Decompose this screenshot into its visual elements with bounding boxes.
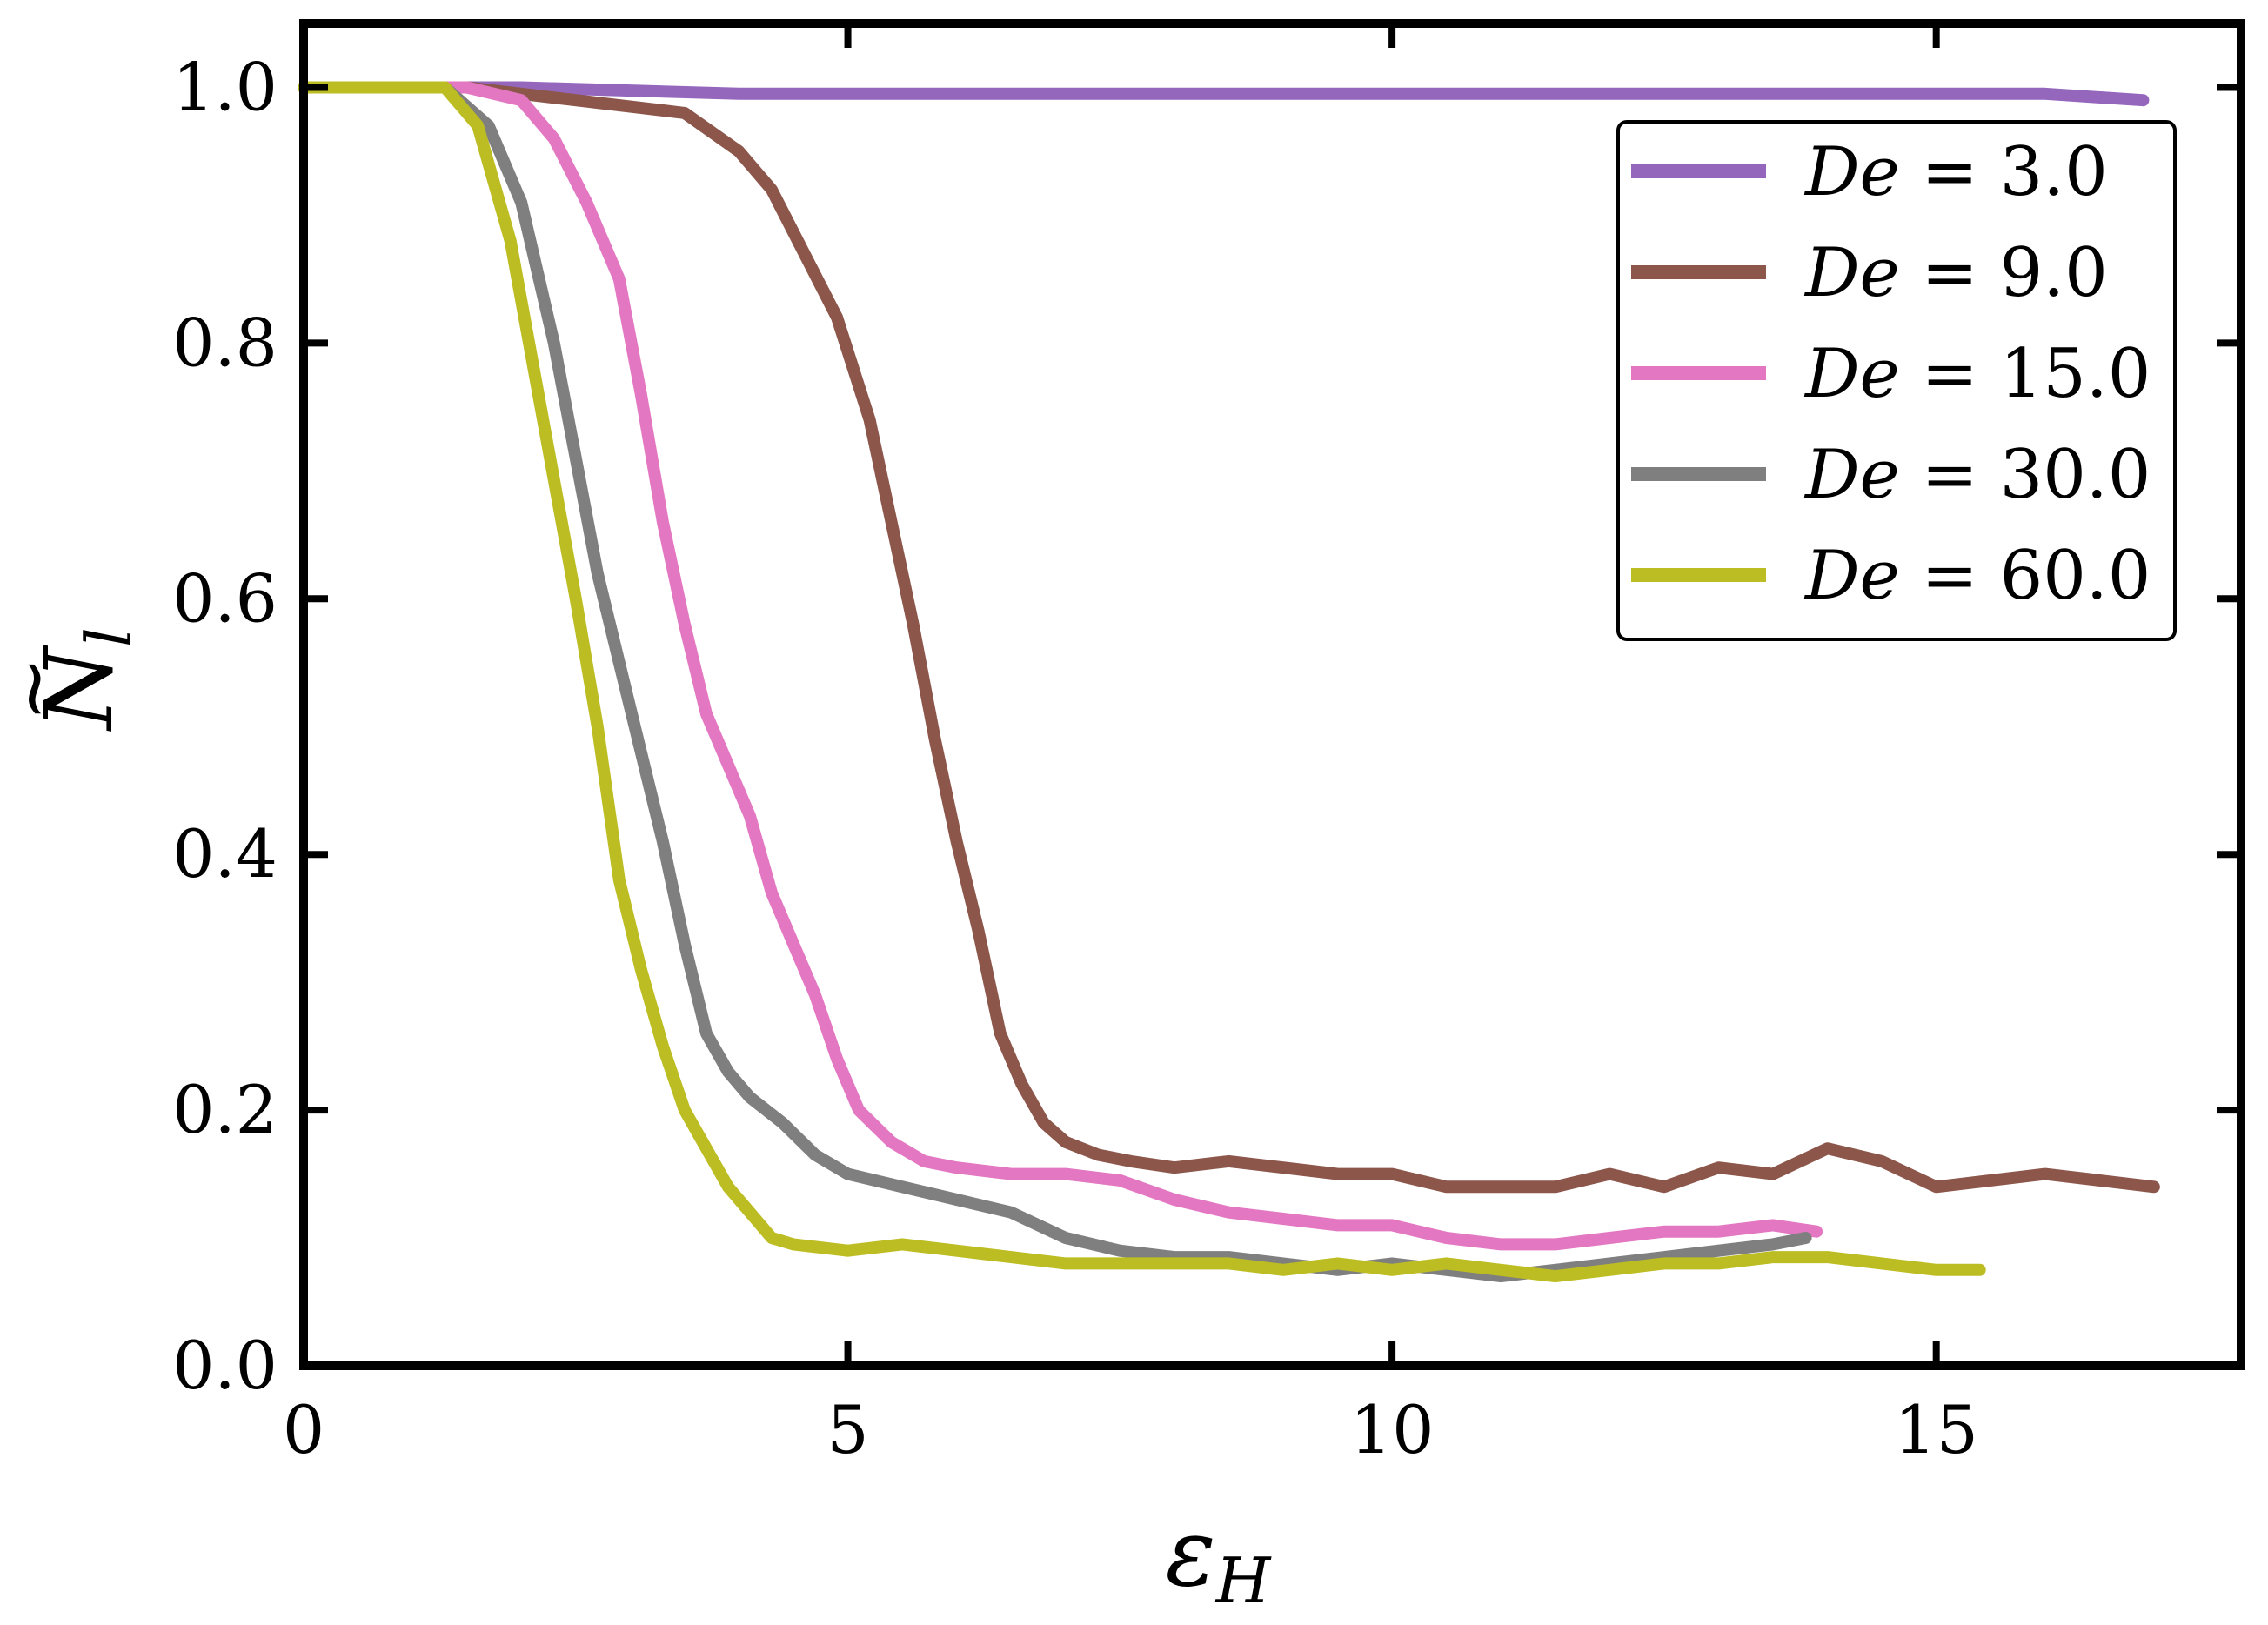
legend-label-param: De — [1803, 133, 1900, 211]
series-line-3 — [298, 81, 1812, 1283]
plot-frame — [299, 19, 2245, 1370]
legend-label-param: De — [1803, 335, 1900, 413]
ticks-layer: 0 5 10 15 0.0 0.2 0.4 0.6 0.8 1.0 — [172, 23, 2241, 1468]
legend-label-value: 15.0 — [2000, 335, 2151, 413]
legend-label-value: 60.0 — [2000, 537, 2151, 615]
x-axis-title: εH — [1166, 1499, 1272, 1617]
y-tick-label: 0.0 — [172, 1327, 278, 1404]
legend-label-0: De = 3.0 — [1803, 133, 2108, 211]
legend-box — [1616, 120, 2177, 641]
y-axis-title: Nl ~ — [0, 627, 145, 732]
x-tick-label: 15 — [1894, 1391, 1978, 1468]
svg-text:Nl: Nl — [25, 627, 145, 732]
legend-label-value: 9.0 — [2000, 234, 2108, 312]
y-axis-title-subscript: l — [72, 627, 145, 647]
legend-label-eq: = — [1900, 537, 2000, 615]
legend-label-value: 30.0 — [2000, 436, 2151, 514]
legend-label-3: De = 30.0 — [1803, 436, 2151, 514]
legend-label-param: De — [1803, 537, 1900, 615]
series-line-2 — [298, 81, 1823, 1251]
legend-label-eq: = — [1900, 335, 2000, 413]
legend-label-value: 3.0 — [2000, 133, 2108, 211]
x-tick-label: 10 — [1350, 1391, 1435, 1468]
y-axis-title-symbol: N — [25, 645, 134, 732]
legend-label-param: De — [1803, 234, 1900, 312]
x-axis-title-subscript: H — [1214, 1544, 1272, 1617]
legend: De = 3.0De = 9.0De = 15.0De = 30.0De = 6… — [1616, 120, 2177, 641]
legend-label-param: De — [1803, 436, 1900, 514]
series-line-1 — [298, 81, 2160, 1194]
legend-label-1: De = 9.0 — [1803, 234, 2108, 312]
legend-label-eq: = — [1900, 436, 2000, 514]
series-layer — [298, 81, 2160, 1283]
series-line-4 — [298, 81, 1986, 1283]
y-tick-label: 0.6 — [172, 559, 278, 637]
x-tick-label: 5 — [826, 1391, 868, 1468]
y-tick-label: 0.2 — [172, 1071, 278, 1148]
legend-label-eq: = — [1900, 133, 2000, 211]
x-axis-title-symbol: ε — [1166, 1499, 1216, 1608]
legend-label-2: De = 15.0 — [1803, 335, 2151, 413]
y-tick-label: 0.8 — [172, 304, 278, 381]
legend-label-4: De = 60.0 — [1803, 537, 2151, 615]
y-tick-label: 0.4 — [172, 815, 278, 893]
y-tick-label: 1.0 — [172, 48, 278, 125]
y-axis-title-accent: ~ — [0, 656, 78, 721]
legend-label-eq: = — [1900, 234, 2000, 312]
x-tick-label: 0 — [283, 1391, 324, 1468]
series-line-0 — [298, 81, 2150, 107]
